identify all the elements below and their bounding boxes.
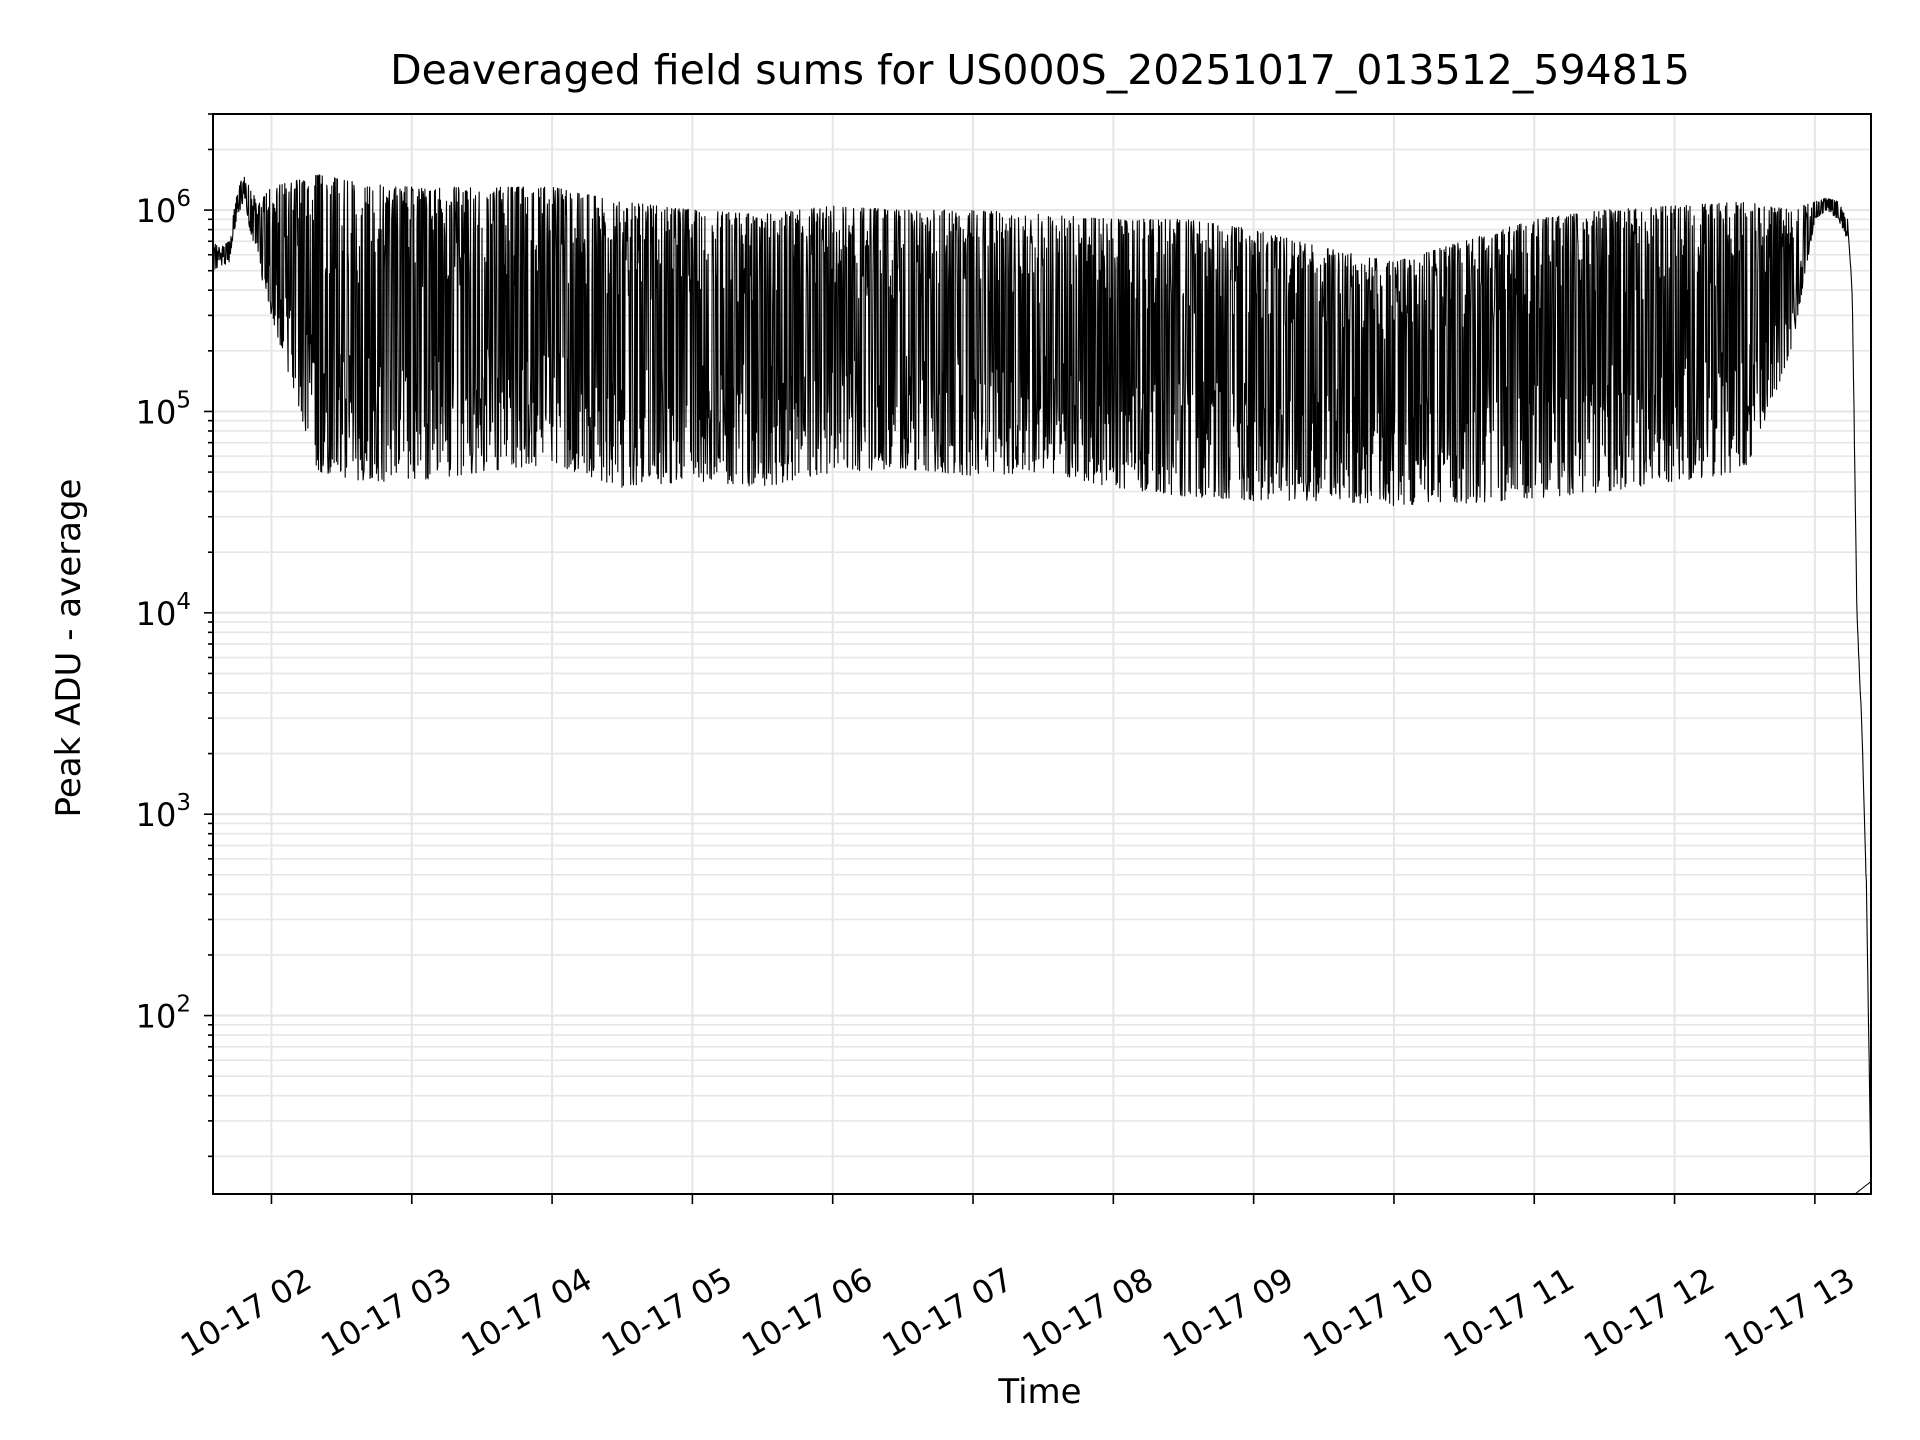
x-tick-label: 10-17 13 <box>1718 1260 1862 1365</box>
x-tick-label: 10-17 12 <box>1577 1260 1721 1365</box>
y-tick-base: 10 <box>136 192 177 230</box>
x-tick-label: 10-17 02 <box>174 1260 318 1365</box>
y-tick-exponent: 6 <box>176 186 191 212</box>
y-tick-exponent: 2 <box>176 992 191 1018</box>
x-axis-label: Time <box>997 1372 1081 1412</box>
y-tick-label: 104 <box>136 589 191 633</box>
chart-title: Deaveraged field sums for US000S_2025101… <box>390 46 1690 94</box>
series-line <box>212 174 1872 1195</box>
plot-frame <box>212 113 1872 1195</box>
x-tick-label: 10-17 11 <box>1437 1260 1581 1365</box>
y-tick-label: 105 <box>136 387 191 431</box>
y-tick-base: 10 <box>136 796 177 834</box>
x-tick-label: 10-17 07 <box>876 1260 1020 1365</box>
y-tick-label: 102 <box>136 992 191 1036</box>
y-tick-exponent: 3 <box>176 790 191 816</box>
x-tick-label: 10-17 04 <box>455 1260 599 1365</box>
data-series <box>212 174 1872 1195</box>
x-tick-label: 10-17 05 <box>595 1260 739 1365</box>
y-tick-base: 10 <box>136 393 177 431</box>
y-tick-exponent: 4 <box>176 589 191 615</box>
y-tick-base: 10 <box>136 998 177 1036</box>
y-axis-label: Peak ADU - average <box>49 479 89 818</box>
x-tick-label: 10-17 08 <box>1016 1260 1160 1365</box>
y-tick-base: 10 <box>136 595 177 633</box>
x-tick-label: 10-17 06 <box>735 1260 879 1365</box>
y-tick-label: 103 <box>136 790 191 834</box>
x-tick-label: 10-17 09 <box>1156 1260 1300 1365</box>
y-tick-label: 106 <box>136 186 191 230</box>
y-tick-exponent: 5 <box>176 387 191 413</box>
x-tick-label: 10-17 03 <box>314 1260 458 1365</box>
x-tick-label: 10-17 10 <box>1297 1260 1441 1365</box>
